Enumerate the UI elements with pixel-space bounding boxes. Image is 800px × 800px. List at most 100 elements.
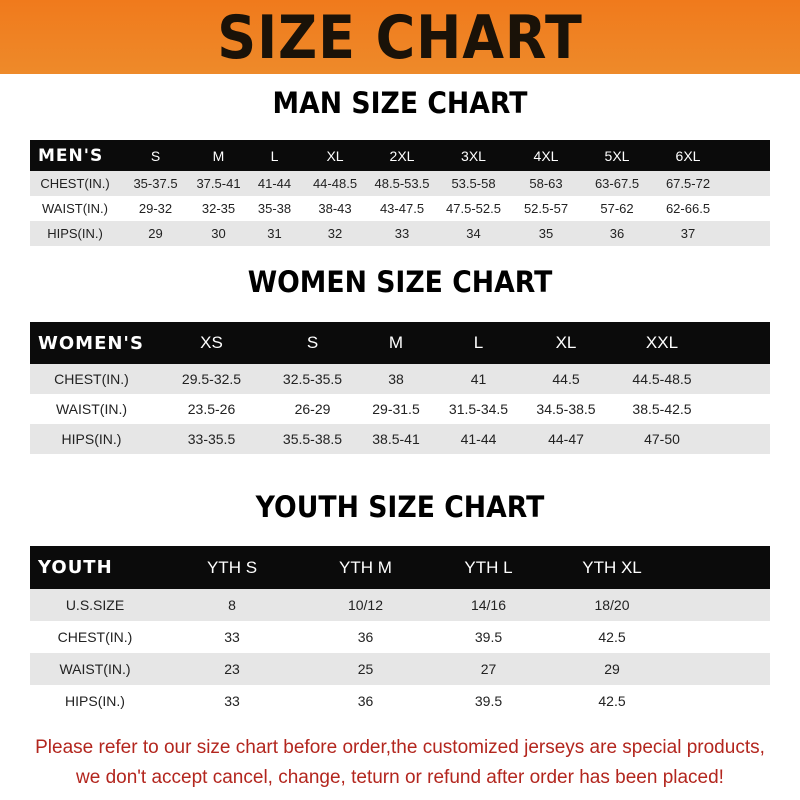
women-section-title: WOMEN SIZE CHART (247, 265, 553, 299)
row-label: CHEST(IN.) (30, 621, 160, 653)
measurement-cell: 36 (304, 685, 427, 717)
measurement-cell: 23 (160, 653, 304, 685)
row-label: CHEST(IN.) (30, 364, 153, 394)
measurement-cell: 8 (160, 589, 304, 621)
size-header-cell: S (270, 322, 355, 364)
measurement-cell: 35.5-38.5 (270, 424, 355, 454)
row-label: HIPS(IN.) (30, 221, 120, 246)
measurement-cell: 42.5 (550, 621, 674, 653)
youth-section-title: YOUTH SIZE CHART (255, 490, 545, 524)
table-row: WAIST(IN.) 23 25 27 29 (30, 653, 770, 685)
title-banner: SIZE CHART (0, 0, 800, 74)
table-row: HIPS(IN.) 33 36 39.5 42.5 (30, 685, 770, 717)
filler-cell (712, 394, 770, 424)
table-row: CHEST(IN.) 33 36 39.5 42.5 (30, 621, 770, 653)
measurement-cell: 47.5-52.5 (437, 196, 510, 221)
table-corner-label: YOUTH (30, 546, 160, 589)
measurement-cell: 52.5-57 (510, 196, 582, 221)
size-header-cell: S (120, 140, 191, 171)
measurement-cell: 32-35 (191, 196, 246, 221)
size-header-cell: XL (520, 322, 612, 364)
measurement-cell: 36 (304, 621, 427, 653)
measurement-cell: 38.5-41 (355, 424, 437, 454)
size-header-cell: M (355, 322, 437, 364)
filler-cell (712, 364, 770, 394)
size-header-cell: M (191, 140, 246, 171)
filler-cell (674, 546, 770, 589)
measurement-cell: 36 (582, 221, 652, 246)
measurement-cell: 27 (427, 653, 550, 685)
measurement-cell: 43-47.5 (367, 196, 437, 221)
size-header-cell: 6XL (652, 140, 724, 171)
size-header-cell: YTH S (160, 546, 304, 589)
measurement-cell: 34 (437, 221, 510, 246)
row-label: U.S.SIZE (30, 589, 160, 621)
filler-cell (674, 653, 770, 685)
measurement-cell: 33 (160, 621, 304, 653)
row-label: HIPS(IN.) (30, 685, 160, 717)
measurement-cell: 29 (120, 221, 191, 246)
measurement-cell: 31.5-34.5 (437, 394, 520, 424)
measurement-cell: 39.5 (427, 621, 550, 653)
measurement-cell: 63-67.5 (582, 171, 652, 196)
measurement-cell: 37 (652, 221, 724, 246)
measurement-cell: 41-44 (246, 171, 303, 196)
measurement-cell: 31 (246, 221, 303, 246)
measurement-cell: 38.5-42.5 (612, 394, 712, 424)
youth-size-table: YOUTH YTH S YTH M YTH L YTH XL U.S.SIZE 8 10/12… (30, 546, 770, 717)
table-row: CHEST(IN.) 35-37.5 37.5-41 41-44 44-48.5 48.5… (30, 171, 770, 196)
header-row: YOUTH YTH S YTH M YTH L YTH XL (30, 546, 770, 589)
filler-cell (712, 322, 770, 364)
measurement-cell: 29-31.5 (355, 394, 437, 424)
measurement-cell: 35-37.5 (120, 171, 191, 196)
measurement-cell: 35 (510, 221, 582, 246)
size-header-cell: XL (303, 140, 367, 171)
filler-cell (724, 196, 770, 221)
measurement-cell: 10/12 (304, 589, 427, 621)
header-row: WOMEN'S XS S M L XL XXL (30, 322, 770, 364)
measurement-cell: 44-48.5 (303, 171, 367, 196)
size-header-cell: 4XL (510, 140, 582, 171)
measurement-cell: 47-50 (612, 424, 712, 454)
table-row: CHEST(IN.) 29.5-32.5 32.5-35.5 38 41 44.5 44.5… (30, 364, 770, 394)
measurement-cell: 29 (550, 653, 674, 685)
table-corner-label: WOMEN'S (30, 322, 153, 364)
measurement-cell: 25 (304, 653, 427, 685)
measurement-cell: 53.5-58 (437, 171, 510, 196)
size-header-cell: 2XL (367, 140, 437, 171)
header-row: MEN'S S M L XL 2XL 3XL 4XL 5XL 6XL (30, 140, 770, 171)
measurement-cell: 23.5-26 (153, 394, 270, 424)
notice-line-1: Please refer to our size chart before or… (35, 737, 765, 758)
measurement-cell: 57-62 (582, 196, 652, 221)
measurement-cell: 35-38 (246, 196, 303, 221)
measurement-cell: 38-43 (303, 196, 367, 221)
measurement-cell: 44-47 (520, 424, 612, 454)
measurement-cell: 29.5-32.5 (153, 364, 270, 394)
size-header-cell: YTH M (304, 546, 427, 589)
measurement-cell: 67.5-72 (652, 171, 724, 196)
measurement-cell: 41-44 (437, 424, 520, 454)
size-header-cell: L (437, 322, 520, 364)
measurement-cell: 41 (437, 364, 520, 394)
measurement-cell: 18/20 (550, 589, 674, 621)
measurement-cell: 33-35.5 (153, 424, 270, 454)
notice-line-2: we don't accept cancel, change, teturn o… (76, 767, 724, 788)
size-header-cell: XXL (612, 322, 712, 364)
size-header-cell: XS (153, 322, 270, 364)
table-corner-label: MEN'S (30, 140, 120, 171)
measurement-cell: 58-63 (510, 171, 582, 196)
measurement-cell: 42.5 (550, 685, 674, 717)
row-label: HIPS(IN.) (30, 424, 153, 454)
size-header-cell: L (246, 140, 303, 171)
measurement-cell: 33 (367, 221, 437, 246)
row-label: WAIST(IN.) (30, 394, 153, 424)
row-label: WAIST(IN.) (30, 653, 160, 685)
measurement-cell: 38 (355, 364, 437, 394)
measurement-cell: 30 (191, 221, 246, 246)
measurement-cell: 14/16 (427, 589, 550, 621)
measurement-cell: 44.5-48.5 (612, 364, 712, 394)
table-row: HIPS(IN.) 29 30 31 32 33 34 35 36 37 (30, 221, 770, 246)
filler-cell (674, 589, 770, 621)
measurement-cell: 44.5 (520, 364, 612, 394)
table-row: WAIST(IN.) 23.5-26 26-29 29-31.5 31.5-34.5 34… (30, 394, 770, 424)
